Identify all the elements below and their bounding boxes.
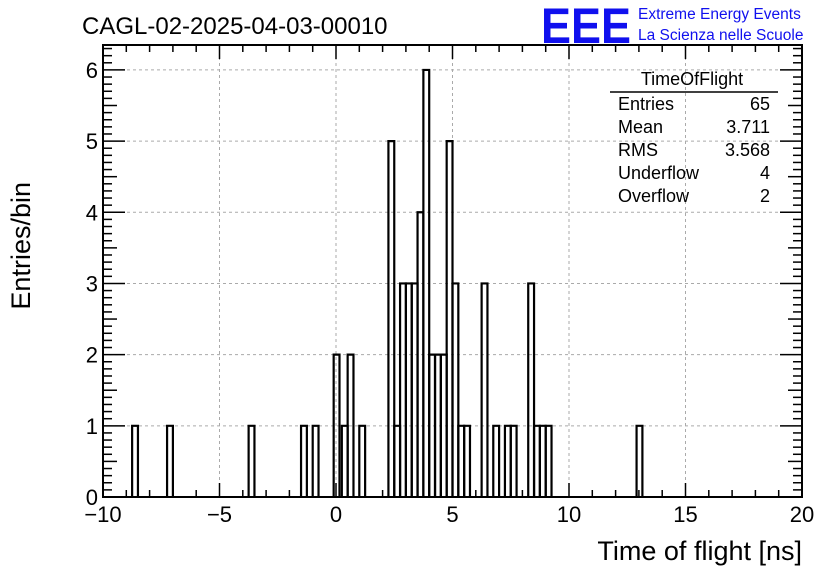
histogram-bin (492, 424, 501, 497)
logo-line-1: Extreme Energy Events (638, 6, 801, 23)
histogram-bin (358, 424, 367, 497)
stats-label: Mean (618, 117, 663, 137)
logo-line-2: La Scienza nelle Scuole (638, 27, 803, 44)
eee-logo: EEE Extreme Energy Events La Scienza nel… (541, 0, 803, 54)
histogram-bin (299, 424, 308, 497)
x-axis-label: Time of flight [ns] (597, 536, 802, 566)
stats-rows: Entries 65 Mean 3.711 RMS 3.568 Underflow 4 Over… (618, 94, 770, 206)
histogram-bin (635, 424, 644, 497)
histogram-bin (463, 424, 472, 497)
y-tick-label: 3 (86, 271, 98, 296)
tick-labels: −10 −5 0 5 10 15 20 0 1 2 3 4 5 6 (84, 58, 814, 527)
histogram-bin (311, 424, 320, 497)
stats-value: 65 (750, 94, 770, 114)
stats-title: TimeOfFlight (641, 69, 743, 89)
stats-label: Overflow (618, 186, 690, 206)
histogram-bin (544, 424, 553, 497)
x-tick-label: 20 (790, 502, 814, 527)
histogram-bin (527, 282, 536, 497)
logo-mark: EEE (541, 0, 631, 54)
x-tick-label: −10 (84, 502, 121, 527)
stats-label: Underflow (618, 163, 700, 183)
stats-label: Entries (618, 94, 674, 114)
stats-label: RMS (618, 140, 658, 160)
y-tick-label: 4 (86, 200, 98, 225)
stats-value: 2 (760, 186, 770, 206)
histogram-bin (509, 424, 518, 497)
y-tick-label: 6 (86, 58, 98, 83)
histogram (131, 68, 644, 497)
x-tick-label: 10 (557, 502, 581, 527)
histogram-bin (387, 139, 396, 497)
y-tick-label: 0 (86, 485, 98, 510)
y-tick-label: 5 (86, 129, 98, 154)
x-tick-label: 0 (330, 502, 342, 527)
stats-value: 3.711 (726, 117, 770, 137)
x-tick-label: −5 (207, 502, 232, 527)
x-tick-label: 15 (673, 502, 697, 527)
stats-value: 4 (760, 163, 770, 183)
histogram-bin (346, 353, 355, 497)
y-tick-label: 2 (86, 343, 98, 368)
y-tick-label: 1 (86, 414, 98, 439)
stats-box: TimeOfFlight Entries 65 Mean 3.711 RMS 3.568 U… (610, 69, 778, 206)
y-axis-label: Entries/bin (6, 182, 36, 310)
histogram-bin (247, 424, 256, 497)
stats-value: 3.568 (725, 140, 770, 160)
histogram-bin (165, 424, 174, 497)
x-tick-label: 5 (446, 502, 458, 527)
histogram-bin (480, 282, 489, 497)
chart-title: CAGL-02-2025-04-03-00010 (82, 13, 388, 40)
axis-ticks (102, 45, 803, 498)
histogram-bin (422, 68, 431, 497)
histogram-bin (131, 424, 140, 497)
histogram-bin (332, 353, 341, 497)
histogram-bin (451, 282, 460, 497)
